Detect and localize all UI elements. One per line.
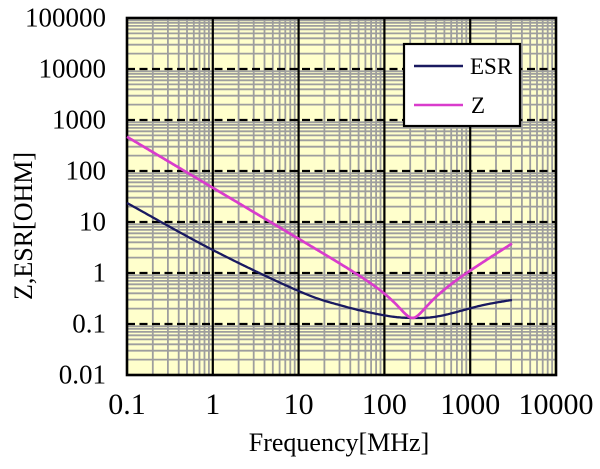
svg-text:1: 1 [93, 258, 107, 288]
svg-text:ESR: ESR [470, 54, 513, 79]
svg-text:1000: 1000 [52, 105, 106, 135]
svg-text:Z: Z [471, 93, 485, 118]
svg-text:100000: 100000 [25, 3, 106, 33]
svg-text:0.01: 0.01 [59, 360, 106, 390]
svg-text:1000: 1000 [440, 388, 500, 421]
svg-text:100: 100 [362, 388, 407, 421]
svg-text:0.1: 0.1 [72, 309, 106, 339]
svg-text:0.1: 0.1 [108, 388, 146, 421]
svg-text:Z,ESR[OHM]: Z,ESR[OHM] [9, 152, 38, 300]
svg-text:10: 10 [284, 388, 314, 421]
svg-text:1: 1 [205, 388, 220, 421]
svg-text:Frequency[MHz]: Frequency[MHz] [249, 428, 430, 457]
svg-text:10: 10 [79, 207, 106, 237]
svg-text:100: 100 [66, 156, 107, 186]
svg-text:10000: 10000 [519, 388, 594, 421]
svg-text:10000: 10000 [39, 54, 107, 84]
